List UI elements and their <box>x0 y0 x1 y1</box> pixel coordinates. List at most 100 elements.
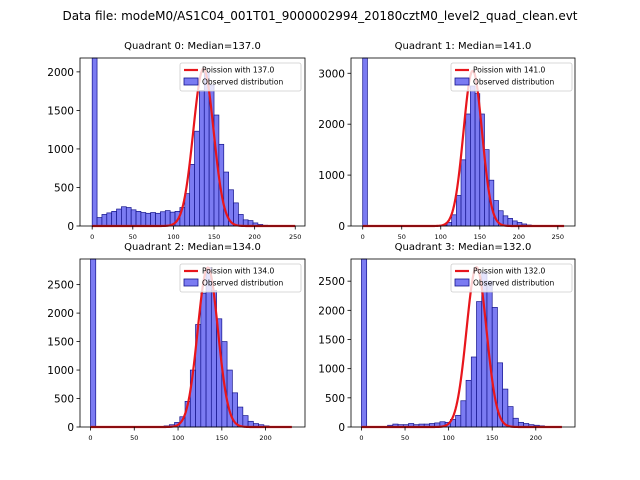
legend-observed-swatch <box>183 278 199 287</box>
histogram-bar <box>474 93 481 227</box>
axes-frame <box>350 258 576 428</box>
y-tick-label: 2000 <box>318 119 345 131</box>
histogram-bar <box>361 258 368 428</box>
histogram-bar <box>465 113 471 227</box>
y-tick-label: 2500 <box>318 276 345 288</box>
histogram-bar <box>106 212 113 227</box>
histogram-bar <box>130 209 137 227</box>
legend-fit-label: Poission with 137.0 <box>202 66 275 75</box>
y-tick-label: 1500 <box>47 105 74 117</box>
histogram-bar <box>460 400 467 428</box>
legend-observed-swatch <box>454 278 470 287</box>
legend: Poission with 137.0 Observed distributio… <box>179 62 302 92</box>
histogram-bar <box>470 356 477 428</box>
panel-title: Quadrant 3: Median=132.0 <box>395 242 532 253</box>
panel-title: Quadrant 0: Median=137.0 <box>124 41 261 52</box>
histogram-bar <box>233 202 239 227</box>
histogram-bar <box>476 301 483 428</box>
x-tick-label: 250 <box>289 233 301 241</box>
x-tick-label: 50 <box>130 434 138 442</box>
histogram-bar <box>135 211 142 227</box>
y-tick-label: 1000 <box>318 170 345 182</box>
x-tick-label: 150 <box>216 434 228 442</box>
y-tick-label: 2000 <box>47 308 74 320</box>
legend: Poission with 134.0 Observed distributio… <box>179 263 302 293</box>
axes-frame <box>79 57 306 227</box>
histogram-bar <box>456 195 462 227</box>
x-tick-label: 150 <box>474 233 486 241</box>
x-tick-label: 50 <box>398 233 406 241</box>
y-tick-label: 3000 <box>318 68 345 80</box>
histogram-bar <box>160 211 166 227</box>
legend-fit-label: Poission with 141.0 <box>473 66 546 75</box>
figure-suptitle: Data file: modeM0/AS1C04_001T01_90000029… <box>62 9 577 23</box>
x-tick-label: 250 <box>552 233 564 241</box>
legend: Poission with 141.0 Observed distributio… <box>450 62 573 92</box>
histogram-bar <box>507 406 514 428</box>
x-tick-label: 200 <box>259 434 271 442</box>
legend-box <box>179 62 302 92</box>
legend-box <box>450 263 573 293</box>
x-tick-label: 150 <box>208 233 220 241</box>
legend-fit-label: Poission with 132.0 <box>473 267 546 276</box>
histogram-bar <box>90 258 97 428</box>
x-tick-label: 50 <box>129 233 137 241</box>
x-tick-label: 0 <box>90 233 94 241</box>
histogram-bar <box>512 417 519 428</box>
y-tick-label: 500 <box>54 182 74 194</box>
legend: Poission with 132.0 Observed distributio… <box>450 263 573 293</box>
histogram-bar <box>91 57 98 227</box>
legend-observed-label: Observed distribution <box>473 279 554 288</box>
histogram-bar <box>203 72 210 227</box>
histogram-bar <box>194 130 200 227</box>
x-tick-label: 200 <box>248 233 260 241</box>
histogram-bar <box>121 206 127 227</box>
histogram-bar <box>164 210 171 227</box>
legend-box <box>450 62 573 92</box>
x-tick-label: 0 <box>361 233 365 241</box>
legend-fit-label: Poission with 134.0 <box>202 267 275 276</box>
x-tick-label: 0 <box>359 434 363 442</box>
histogram-bar <box>451 214 457 227</box>
histogram-bar <box>200 292 207 428</box>
histogram-bar <box>140 212 147 227</box>
histogram-bar <box>96 217 103 227</box>
histogram-bar <box>238 214 244 227</box>
histogram-bar <box>155 212 161 227</box>
y-tick-label: 2000 <box>318 305 345 317</box>
x-tick-label: 100 <box>167 233 179 241</box>
y-tick-label: 1500 <box>47 337 74 349</box>
axes-frame <box>350 57 576 227</box>
histogram-bar <box>145 212 152 227</box>
y-tick-label: 1000 <box>47 365 74 377</box>
panel-quadrant-0: Quadrant 0: Median=137.0 0 50 100 150 200 250… <box>47 41 306 241</box>
y-tick-label: 1500 <box>318 335 345 347</box>
x-tick-label: 200 <box>513 233 525 241</box>
x-tick-label: 50 <box>401 434 409 442</box>
y-tick-label: 0 <box>67 221 74 233</box>
y-tick-label: 0 <box>338 221 345 233</box>
y-tick-label: 2000 <box>47 67 74 79</box>
histogram-bar <box>362 57 368 227</box>
panel-quadrant-3: Quadrant 3: Median=132.0 0 50 100 150 200050… <box>318 242 576 442</box>
legend-observed-label: Observed distribution <box>202 279 283 288</box>
x-tick-label: 0 <box>88 434 92 442</box>
y-tick-label: 500 <box>54 394 74 406</box>
histogram-bar <box>116 208 122 227</box>
plot-area: 0 50 100 150 200 250 0 1000 2000 3000 <box>318 57 576 241</box>
y-tick-label: 0 <box>67 422 74 434</box>
y-tick-label: 0 <box>338 422 345 434</box>
legend-observed-swatch <box>454 77 470 86</box>
legend-observed-label: Observed distribution <box>473 78 554 87</box>
panel-title: Quadrant 2: Median=134.0 <box>124 242 261 253</box>
histogram-bar <box>125 207 132 227</box>
x-tick-label: 100 <box>442 434 454 442</box>
legend-box <box>179 263 302 293</box>
y-tick-label: 2500 <box>47 280 74 292</box>
histogram-bar <box>455 414 462 428</box>
x-tick-label: 100 <box>172 434 184 442</box>
panel-quadrant-2: Quadrant 2: Median=134.0 0 50 100 150 200050… <box>47 242 306 442</box>
